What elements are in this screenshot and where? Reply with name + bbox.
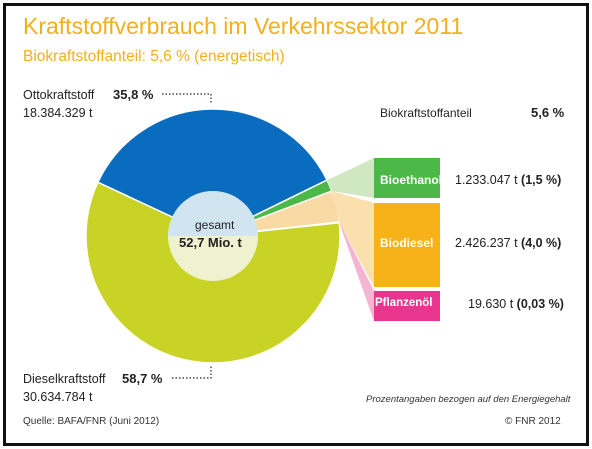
otto-leader-line xyxy=(162,93,212,104)
pflanzenoel-connector xyxy=(339,222,374,321)
diesel-amount: 30.634.784 t xyxy=(23,390,93,404)
bioethanol-amount: 1.233.047 t xyxy=(455,173,518,187)
chart-subtitle: Biokraftstoffanteil: 5,6 % (energetisch) xyxy=(23,48,285,65)
bioethanol-connector xyxy=(327,158,374,198)
biodiesel-label: Biodiesel xyxy=(380,236,434,250)
bioethanol-box xyxy=(374,158,440,198)
chart-title: Kraftstoffverbrauch im Verkehrssektor 20… xyxy=(23,13,464,39)
biodiesel-value: 2.426.237 t (4,0 %) xyxy=(455,236,561,250)
copyright: © FNR 2012 xyxy=(505,416,561,427)
pflanzenoel-percent: (0,03 %) xyxy=(516,297,564,311)
otto-percent: 35,8 % xyxy=(113,87,154,102)
biodiesel-connector xyxy=(331,191,374,287)
bioethanol-label: Bioethanol xyxy=(380,173,442,187)
diesel-leader-line xyxy=(172,366,212,379)
otto-amount: 18.384.329 t xyxy=(23,106,93,120)
biodiesel-percent: (4,0 %) xyxy=(521,236,562,250)
bio-share-label: Biokraftstoffanteil xyxy=(380,106,472,120)
diesel-label: Dieselkraftstoff xyxy=(23,372,106,386)
source: Quelle: BAFA/FNR (Juni 2012) xyxy=(23,416,160,427)
pflanzenoel-label: Pflanzenöl xyxy=(375,297,433,309)
pflanzenoel-value: 19.630 t (0,03 %) xyxy=(468,297,564,311)
bioethanol-value: 1.233.047 t (1,5 %) xyxy=(455,173,561,187)
center-value: 52,7 Mio. t xyxy=(179,235,242,250)
pie-center-upper xyxy=(168,191,258,236)
otto-label: Ottokraftstoff xyxy=(23,88,95,102)
diesel-percent: 58,7 % xyxy=(122,371,163,386)
biodiesel-box xyxy=(374,203,440,287)
pflanzenoel-box xyxy=(374,291,440,321)
center-label: gesamt xyxy=(195,218,235,232)
footnote: Prozentangaben bezogen auf den Energiege… xyxy=(366,394,571,405)
pflanzenoel-amount: 19.630 t xyxy=(468,297,514,311)
pie-slice-ottokraftstoff xyxy=(96,108,329,237)
bio-share-value: 5,6 % xyxy=(531,105,565,120)
biodiesel-amount: 2.426.237 t xyxy=(455,236,518,250)
bioethanol-percent: (1,5 %) xyxy=(521,173,562,187)
